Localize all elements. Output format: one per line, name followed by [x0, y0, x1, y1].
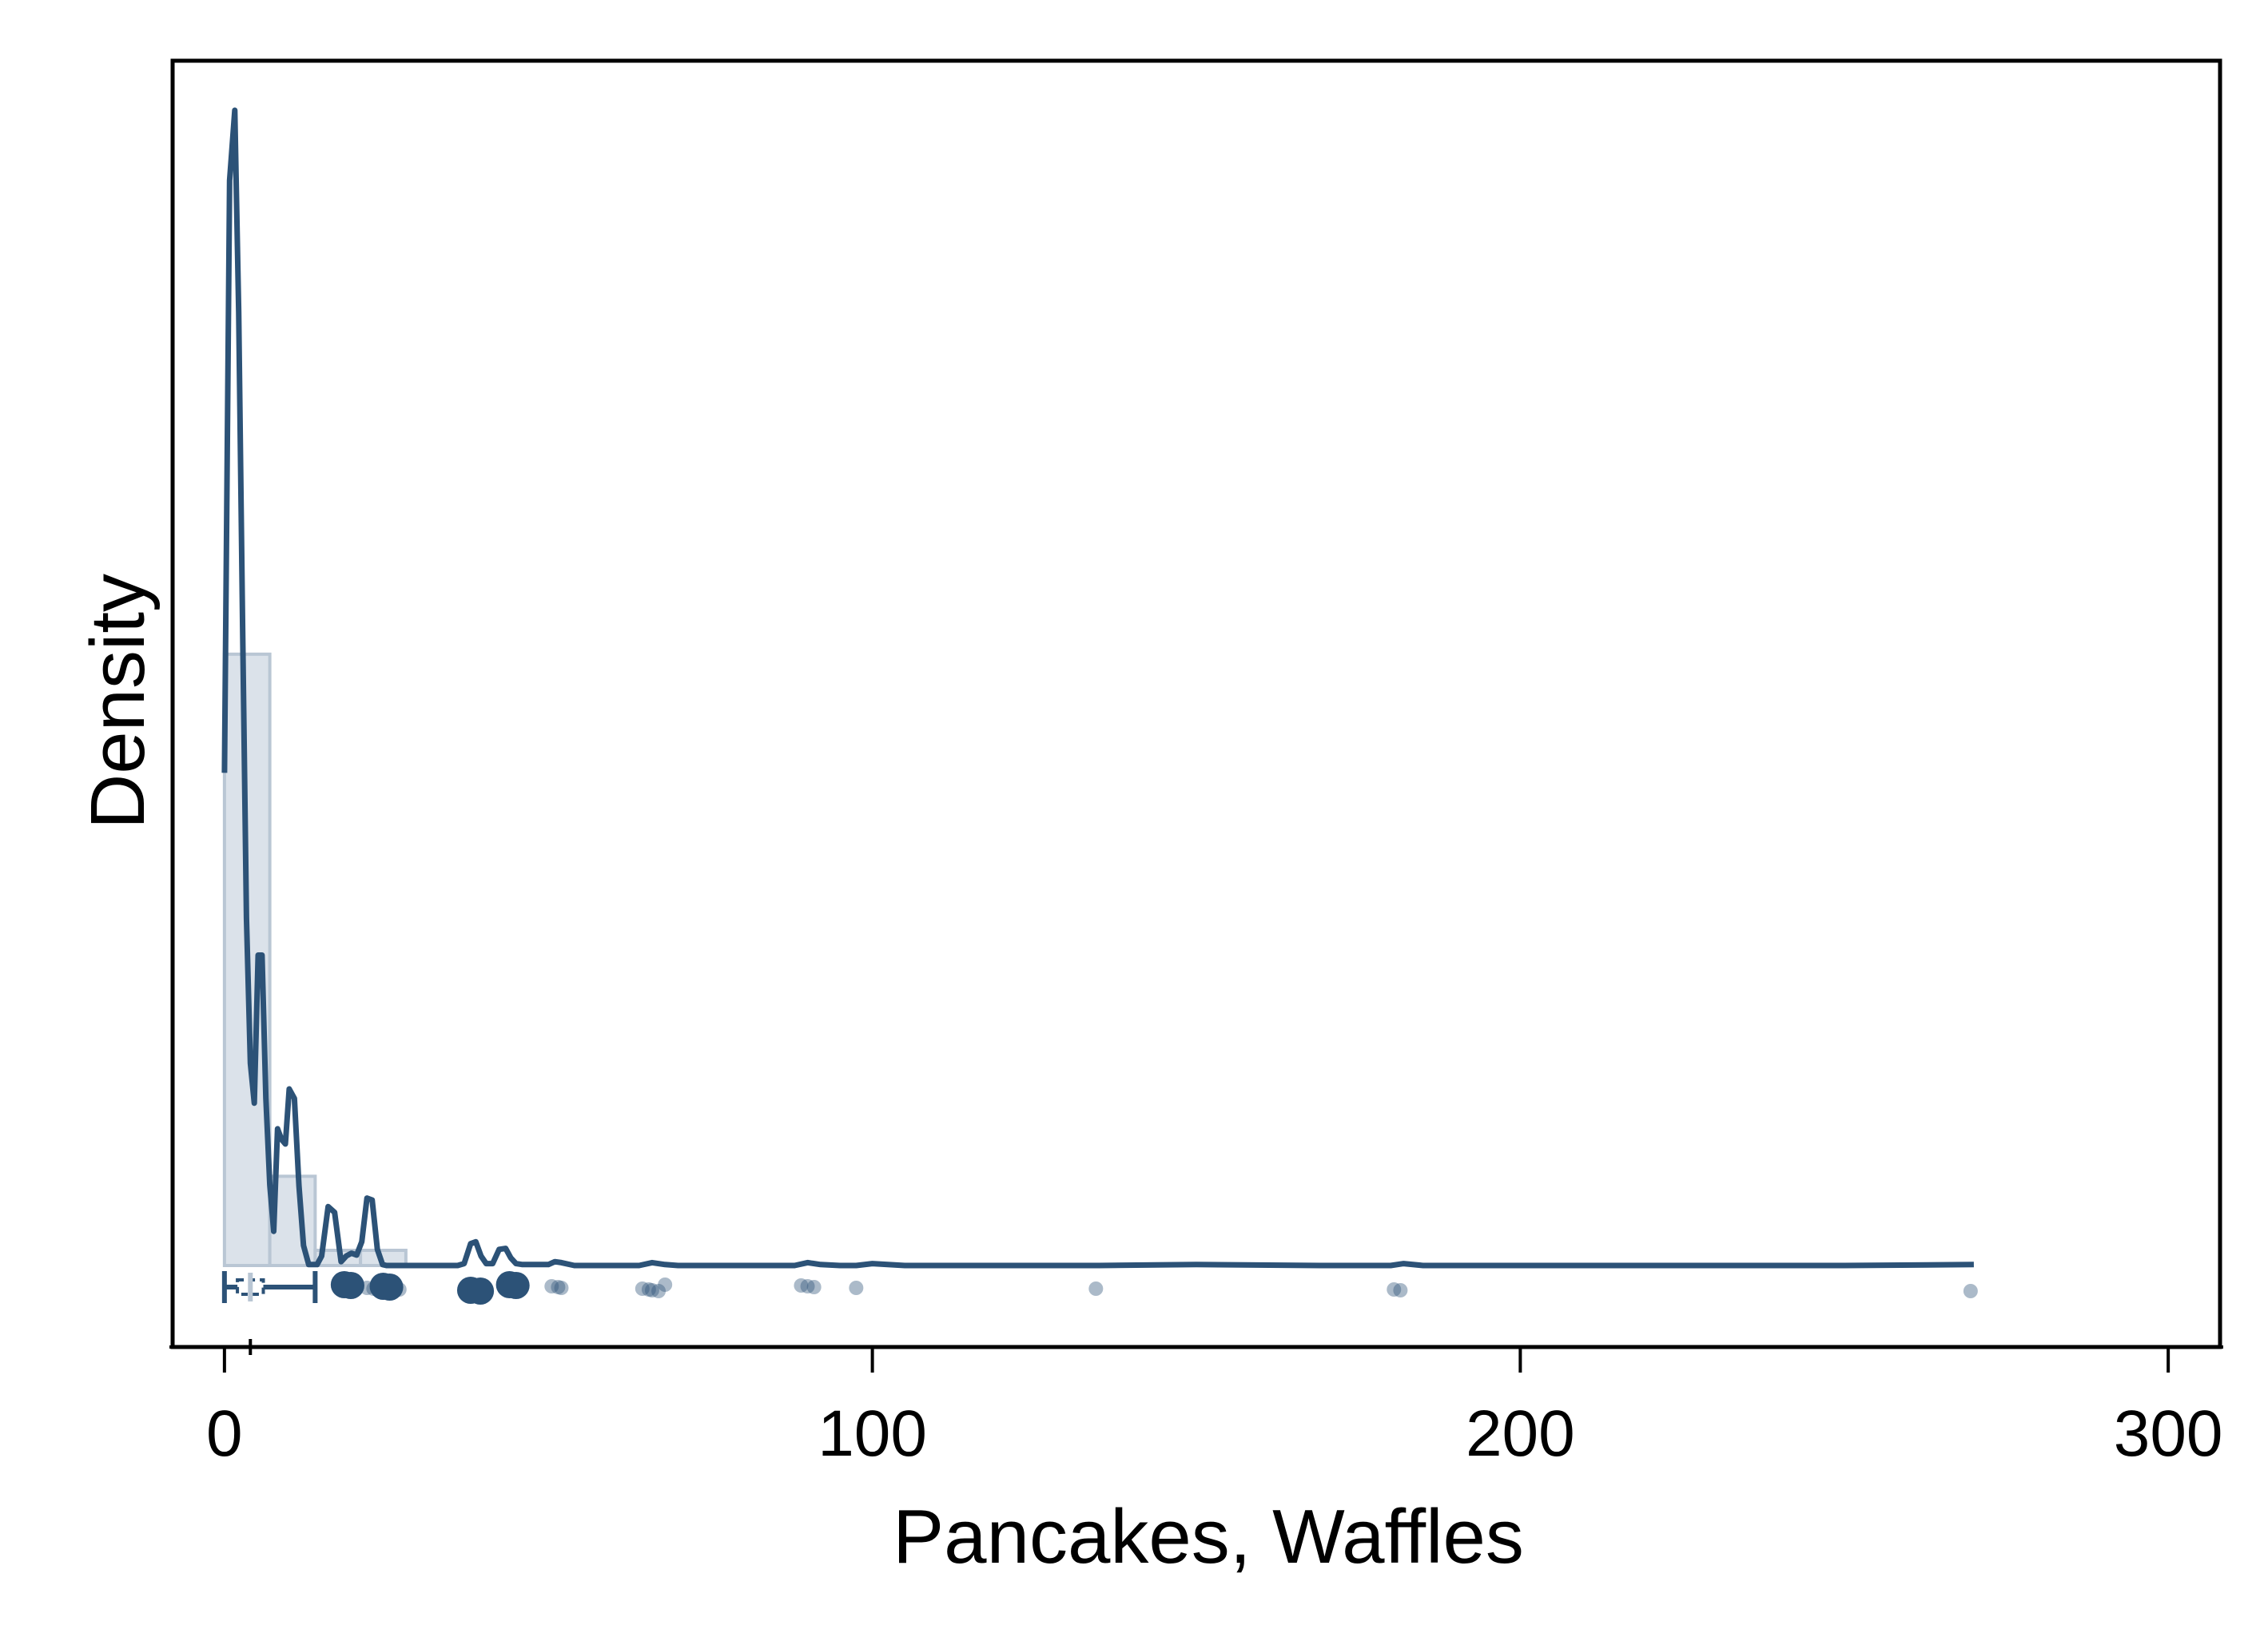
data-point-small — [551, 1280, 566, 1294]
boxplot — [221, 1271, 318, 1303]
x-axis-title: Pancakes, Waffles — [893, 1494, 1524, 1579]
x-tick-label: 300 — [2114, 1397, 2223, 1470]
data-point-small — [360, 1281, 375, 1295]
data-point-small — [392, 1282, 407, 1297]
data-point-small — [1963, 1284, 1978, 1298]
data-point-small — [366, 1281, 381, 1296]
data-point-small — [644, 1283, 659, 1297]
plot-frame — [170, 58, 2222, 1349]
data-point-small — [658, 1277, 673, 1292]
data-point-small — [651, 1284, 666, 1298]
density-curve — [221, 107, 1974, 1269]
data-point-small — [1088, 1281, 1104, 1296]
histogram-bars — [222, 652, 408, 1268]
data-point-small — [635, 1281, 650, 1296]
data-point-small — [554, 1281, 569, 1295]
data-point-small — [1387, 1282, 1402, 1297]
data-point-large — [467, 1277, 495, 1305]
x-tick-label: 200 — [1466, 1397, 1575, 1470]
data-point-large — [336, 1272, 364, 1299]
data-point-small — [641, 1282, 656, 1297]
data-point-large — [502, 1272, 530, 1299]
data-point-large — [376, 1274, 404, 1301]
y-axis-title: Density — [75, 574, 161, 829]
x-axis: 0 100 200 300 — [169, 1339, 2223, 1470]
data-point-small — [544, 1279, 559, 1293]
data-point-small — [800, 1279, 815, 1293]
data-point-small — [806, 1280, 822, 1294]
x-tick-label: 100 — [818, 1397, 927, 1470]
data-point-small — [849, 1281, 864, 1295]
data-point-small — [794, 1278, 809, 1293]
data-point-small — [1393, 1283, 1408, 1297]
x-tick-label: 0 — [206, 1397, 243, 1470]
data-points — [330, 1271, 1978, 1305]
